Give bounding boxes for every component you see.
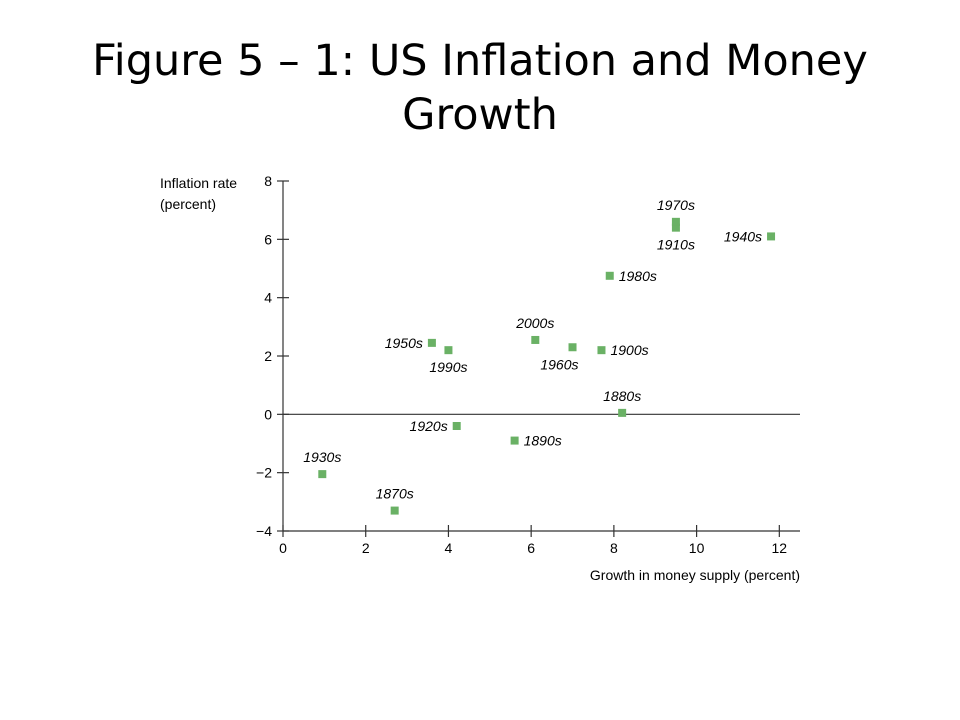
data-label-1870s: 1870s bbox=[376, 486, 414, 502]
data-point-1870s bbox=[390, 506, 399, 515]
x-tick-label: 12 bbox=[772, 540, 788, 556]
chart-points: 1870s 1880s 1890s 1900s 1910s 1920s 1930s 1940s… bbox=[303, 197, 776, 515]
slide-title: Figure 5 – 1: US Inflation and Money Gro… bbox=[92, 36, 868, 140]
data-label-2000s: 2000s bbox=[515, 315, 554, 331]
data-point-1940s bbox=[767, 232, 776, 241]
y-tick-label: −4 bbox=[256, 523, 272, 539]
y-tick-label: −2 bbox=[256, 465, 272, 481]
data-label-1900s: 1900s bbox=[610, 342, 648, 358]
data-point-1990s bbox=[444, 346, 453, 355]
data-point-2000s bbox=[531, 335, 540, 344]
data-label-1920s: 1920s bbox=[410, 418, 448, 434]
data-point-1880s bbox=[618, 408, 627, 417]
y-axis-title-line: (percent) bbox=[160, 196, 216, 212]
x-axis-title: Growth in money supply (percent) bbox=[590, 567, 800, 583]
data-label-1910s: 1910s bbox=[657, 237, 695, 253]
chart-axis-titles: Growth in money supply (percent) Inflatio… bbox=[160, 175, 800, 583]
y-tick-label: 8 bbox=[264, 173, 272, 189]
data-label-1980s: 1980s bbox=[619, 268, 657, 284]
data-point-1970s bbox=[671, 217, 680, 226]
x-tick-label: 10 bbox=[689, 540, 705, 556]
data-label-1990s: 1990s bbox=[429, 359, 467, 375]
data-label-1970s: 1970s bbox=[657, 197, 695, 213]
x-tick-label: 8 bbox=[610, 540, 618, 556]
data-point-1920s bbox=[452, 422, 461, 430]
y-tick-label: 0 bbox=[264, 406, 272, 422]
data-label-1940s: 1940s bbox=[724, 228, 762, 244]
y-axis-title-line: Inflation rate bbox=[160, 175, 237, 191]
x-tick-label: 2 bbox=[362, 540, 370, 556]
data-point-1910s bbox=[671, 223, 680, 232]
data-point-1890s bbox=[510, 436, 519, 445]
x-tick-label: 6 bbox=[527, 540, 535, 556]
data-label-1960s: 1960s bbox=[540, 356, 578, 372]
data-label-1890s: 1890s bbox=[524, 433, 562, 449]
y-tick-label: 6 bbox=[264, 231, 272, 247]
data-point-1900s bbox=[597, 346, 606, 355]
data-label-1880s: 1880s bbox=[603, 388, 641, 404]
y-tick-label: 2 bbox=[264, 348, 272, 364]
data-point-1930s bbox=[318, 470, 327, 479]
data-point-1950s bbox=[427, 338, 436, 347]
data-label-1950s: 1950s bbox=[385, 335, 423, 351]
y-tick-label: 4 bbox=[264, 290, 272, 306]
data-point-1960s bbox=[568, 343, 577, 352]
data-label-1930s: 1930s bbox=[303, 449, 341, 465]
data-point-1980s bbox=[605, 271, 614, 280]
x-tick-label: 0 bbox=[279, 540, 287, 556]
x-tick-label: 4 bbox=[445, 540, 453, 556]
chart-ticks: −4 −2 0 2 4 6 8 0 2 4 6 8 10 12 bbox=[256, 173, 787, 556]
